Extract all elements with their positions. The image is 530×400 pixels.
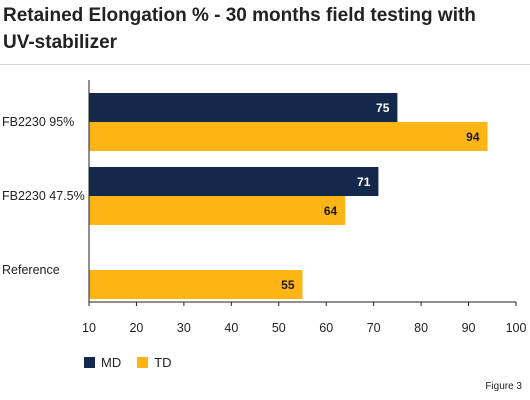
bar-md xyxy=(89,93,398,122)
legend-label-md: MD xyxy=(101,355,122,370)
x-tick-label: 40 xyxy=(224,321,238,335)
category-label: Reference xyxy=(2,263,60,277)
data-label: 94 xyxy=(466,130,480,144)
category-label: FB2230 95% xyxy=(2,115,74,129)
x-tick-label: 20 xyxy=(129,321,143,335)
x-tick-label: 60 xyxy=(319,321,333,335)
x-tick-label: 80 xyxy=(414,321,428,335)
bar-td xyxy=(89,270,303,299)
data-label: 71 xyxy=(357,175,371,189)
legend: MD TD xyxy=(84,355,180,370)
legend-item-md: MD xyxy=(84,355,121,370)
category-label: FB2230 47.5% xyxy=(2,189,85,203)
bar-md xyxy=(89,167,379,196)
title-divider xyxy=(0,64,530,65)
x-tick-label: 100 xyxy=(506,321,527,335)
legend-item-td: TD xyxy=(137,355,172,370)
data-label: 75 xyxy=(376,101,390,115)
figure-label: Figure 3 xyxy=(485,381,522,392)
x-tick-label: 30 xyxy=(177,321,191,335)
bar-td xyxy=(89,122,488,151)
legend-swatch-td xyxy=(137,357,149,368)
data-label: 10 xyxy=(68,249,82,263)
legend-label-td: TD xyxy=(154,355,172,370)
bar-td xyxy=(89,196,346,225)
chart-title: Retained Elongation % - 30 months field … xyxy=(3,5,476,53)
x-tick-label: 90 xyxy=(462,321,476,335)
x-tick-label: 70 xyxy=(367,321,381,335)
x-tick-label: 50 xyxy=(272,321,286,335)
data-label: 64 xyxy=(324,204,338,218)
x-tick-label: 10 xyxy=(82,321,96,335)
legend-swatch-md xyxy=(84,357,95,368)
data-label: 55 xyxy=(281,278,295,292)
